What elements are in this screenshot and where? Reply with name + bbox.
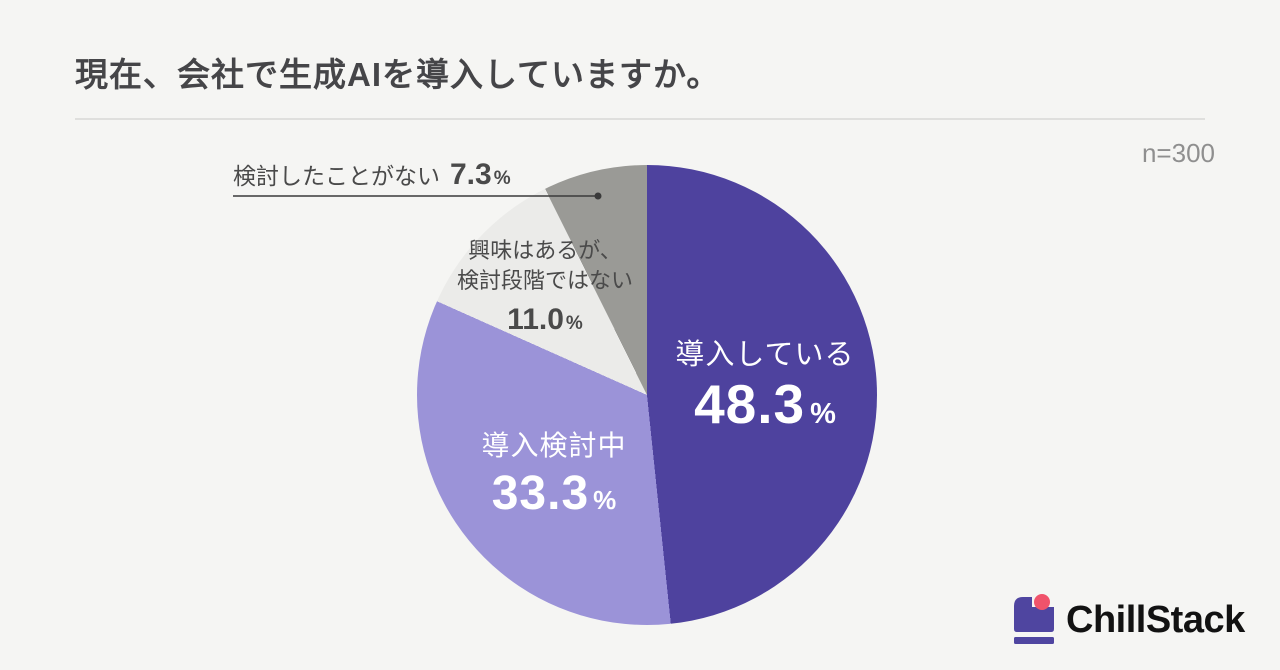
slice-name-line1: 興味はあるが、: [468, 238, 622, 263]
percent-unit: %: [810, 398, 836, 430]
slice-value: 11.0%: [457, 299, 633, 340]
slice-name: 導入している: [675, 339, 855, 371]
chillstack-logo-icon: [1014, 594, 1054, 644]
slice-value: 33.3%: [481, 470, 626, 518]
slice-value: 48.3%: [675, 377, 854, 432]
slice-label-adopted: 導入している 48.3%: [675, 331, 854, 432]
logo-base-bar: [1014, 637, 1054, 644]
chillstack-logo-text: ChillStack: [1066, 598, 1245, 641]
slice-label-interested: 興味はあるが、 検討段階ではない 11.0%: [457, 236, 633, 340]
slice-percent: 7.3: [450, 158, 492, 191]
percent-unit: %: [493, 168, 511, 189]
slice-percent: 48.3: [694, 373, 806, 435]
logo-stack-shape: [1014, 597, 1054, 632]
slice-percent: 11.0: [507, 302, 564, 336]
title-divider: [75, 118, 1205, 120]
slice-name: 検討したことがない: [233, 163, 440, 189]
slice-percent: 33.3: [491, 467, 590, 520]
pie-chart: [417, 165, 877, 625]
slice-name: 導入検討中: [481, 430, 627, 461]
leader-line: [233, 192, 602, 200]
slice-name-line2: 検討段階ではない: [456, 268, 634, 294]
logo-dot: [1034, 594, 1050, 610]
page-title: 現在、会社で生成AIを導入していますか。: [75, 56, 721, 93]
percent-unit: %: [565, 312, 583, 334]
slice-label-considering: 導入検討中 33.3%: [481, 424, 626, 518]
sample-size-label: n=300: [1141, 138, 1215, 168]
chillstack-logo: ChillStack: [1012, 594, 1245, 646]
slice-label-never: 検討したことがない 7.3%: [233, 157, 511, 192]
percent-unit: %: [593, 485, 617, 515]
